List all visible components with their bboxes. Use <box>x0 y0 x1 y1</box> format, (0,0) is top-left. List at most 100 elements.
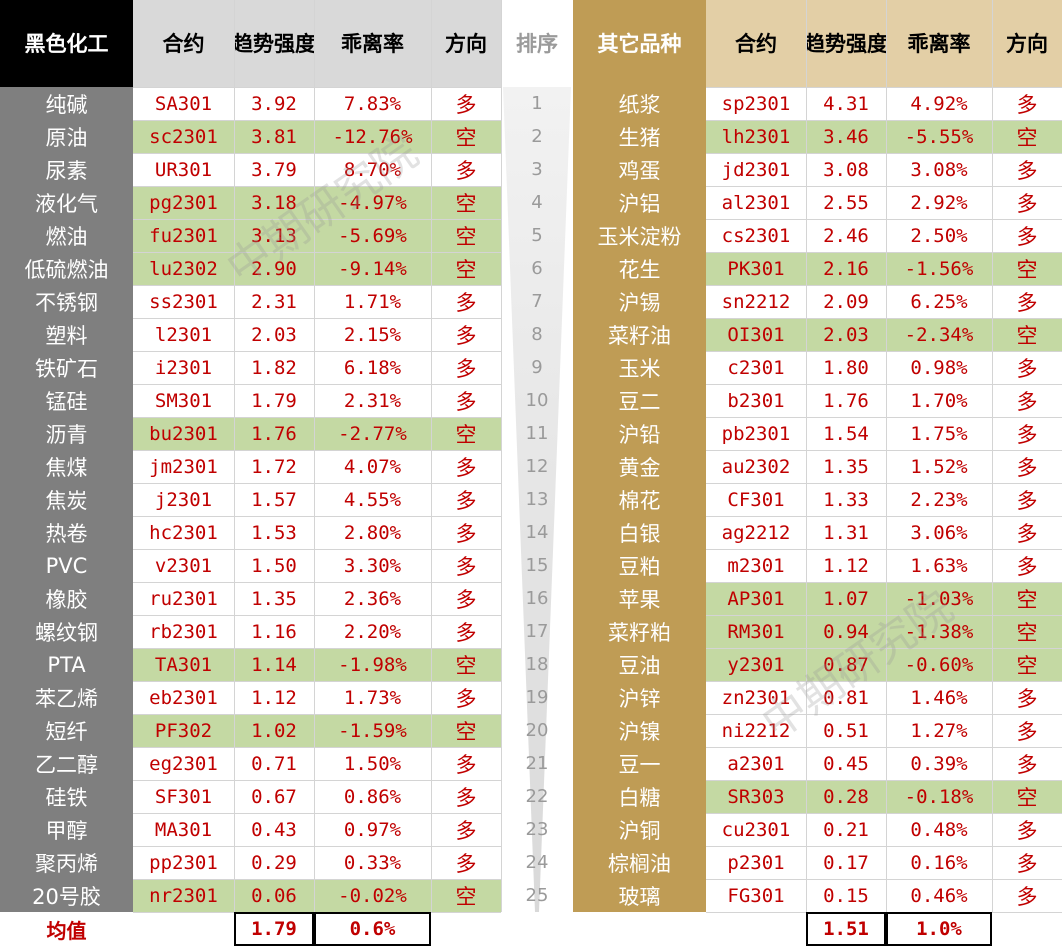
grid-line <box>992 0 993 912</box>
left-row-contract: ru2301 <box>149 587 218 610</box>
left-row-direction: 多 <box>455 686 477 711</box>
rank-number: 12 <box>525 456 549 477</box>
left-row-direction: 多 <box>455 356 477 381</box>
right-row-contract: b2301 <box>727 389 785 412</box>
right-row-name: 棉花 <box>618 488 661 513</box>
left-row-direction: 空 <box>431 252 501 285</box>
right-row-deviation: 3.06% <box>910 521 968 544</box>
right-row-direction: 多 <box>1016 719 1038 744</box>
right-row-deviation: 4.92% <box>910 92 968 115</box>
left-row-deviation: 2.15% <box>343 323 402 346</box>
right-row-name: 花生 <box>618 257 661 282</box>
grid-line <box>706 285 1062 286</box>
right-row-trend: 2.16 <box>806 252 886 285</box>
right-row-deviation: -1.56% <box>886 252 992 285</box>
grid-line <box>133 780 501 781</box>
grid-line <box>133 747 501 748</box>
left-row-trend: 1.02 <box>234 714 314 747</box>
grid-line <box>706 318 1062 319</box>
grid-line <box>806 0 807 912</box>
left-row-contract: TA301 <box>133 648 234 681</box>
grid-line <box>133 681 501 682</box>
right-row-contract: c2301 <box>727 356 785 379</box>
left-row-direction: 空 <box>431 879 501 912</box>
left-row-name: 不锈钢 <box>35 290 98 315</box>
right-row-trend: 2.55 <box>823 191 869 214</box>
left-row-deviation: -2.77% <box>314 417 431 450</box>
rank-number: 19 <box>525 687 549 708</box>
right-row-contract: OI301 <box>706 318 806 351</box>
right-row-name: 纸浆 <box>618 92 661 117</box>
grid-line <box>706 846 1062 847</box>
left-row-direction: 多 <box>455 323 477 348</box>
right-row-trend: 1.07 <box>806 582 886 615</box>
right-row-contract: jd2301 <box>721 158 791 181</box>
left-average-trend: 1.79 <box>234 912 314 946</box>
left-row-deviation: -12.76% <box>314 120 431 153</box>
rank-number: 7 <box>531 291 543 312</box>
rank-number: 1 <box>531 93 543 114</box>
deviation-header: 乖离率 <box>341 31 404 56</box>
left-row-trend: 3.18 <box>234 186 314 219</box>
left-row-trend: 3.81 <box>234 120 314 153</box>
left-row-direction: 多 <box>455 554 477 579</box>
right-row-contract: FG301 <box>727 884 785 907</box>
left-row-direction: 多 <box>455 785 477 810</box>
right-row-trend: 2.46 <box>823 224 869 247</box>
left-row-trend: 1.76 <box>234 417 314 450</box>
left-row-contract: fu2301 <box>133 219 234 252</box>
right-row-direction: 多 <box>1016 191 1038 216</box>
left-row-direction: 多 <box>455 752 477 777</box>
left-row-direction: 多 <box>455 488 477 513</box>
right-row-name: 沪铝 <box>618 191 661 216</box>
left-row-contract: pp2301 <box>149 851 218 874</box>
left-row-direction: 空 <box>431 417 501 450</box>
right-row-name: 菜籽油 <box>608 323 671 348</box>
right-row-direction: 空 <box>992 648 1062 681</box>
right-row-trend: 0.87 <box>806 648 886 681</box>
left-row-direction: 多 <box>455 158 477 183</box>
left-row-contract: j2301 <box>154 488 213 511</box>
right-row-name: 玻璃 <box>618 884 661 909</box>
funnel-shape <box>503 87 571 912</box>
left-row-direction: 多 <box>455 620 477 645</box>
right-row-trend: 1.76 <box>823 389 869 412</box>
grid-line <box>706 384 1062 385</box>
right-row-deviation: 1.70% <box>910 389 968 412</box>
left-row-deviation: -1.98% <box>314 648 431 681</box>
left-row-direction: 多 <box>455 587 477 612</box>
rank-number: 23 <box>525 819 549 840</box>
right-row-trend: 0.17 <box>823 851 869 874</box>
right-row-contract: m2301 <box>727 554 785 577</box>
right-row-contract: CF301 <box>727 488 785 511</box>
left-row-trend: 1.12 <box>251 686 297 709</box>
left-row-deviation: 2.36% <box>343 587 402 610</box>
right-row-direction: 多 <box>1016 488 1038 513</box>
left-row-deviation: -0.02% <box>314 879 431 912</box>
grid-line <box>133 120 501 121</box>
right-row-direction: 多 <box>1016 224 1038 249</box>
left-category-header: 黑色化工 <box>0 0 133 87</box>
grid-line <box>706 714 1062 715</box>
right-row-name: 苹果 <box>618 587 661 612</box>
left-row-name: 硅铁 <box>45 785 88 810</box>
right-row-direction: 空 <box>992 120 1062 153</box>
right-row-name: 豆油 <box>618 653 661 678</box>
grid-line <box>314 0 315 912</box>
left-row-trend: 1.57 <box>251 488 297 511</box>
rank-number: 13 <box>525 489 549 510</box>
right-row-direction: 多 <box>1016 884 1038 909</box>
rank-number: 5 <box>531 225 543 246</box>
grid-line <box>133 879 501 880</box>
grid-line <box>133 846 501 847</box>
left-row-deviation: -4.97% <box>314 186 431 219</box>
right-row-name: 沪铜 <box>618 818 661 843</box>
grid-line <box>706 681 1062 682</box>
right-row-deviation: 0.46% <box>910 884 968 907</box>
right-row-deviation: -5.55% <box>886 120 992 153</box>
left-row-trend: 1.35 <box>251 587 297 610</box>
grid-line <box>133 582 501 583</box>
grid-line <box>133 813 501 814</box>
left-row-name: 原油 <box>45 125 88 150</box>
right-row-contract: y2301 <box>706 648 806 681</box>
